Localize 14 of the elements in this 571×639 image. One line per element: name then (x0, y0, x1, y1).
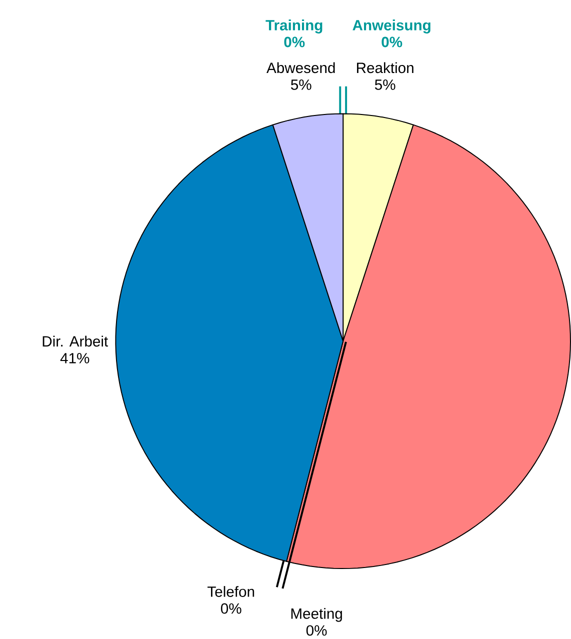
category-label: Training (266, 20, 322, 34)
text: 0% (382, 36, 402, 48)
category-label: Anweisung (352, 20, 430, 34)
slice-label: Dir. Arbeit (42, 336, 108, 347)
text: 0% (306, 625, 327, 636)
data-label: 5% (290, 80, 312, 90)
text: 0% (284, 36, 305, 48)
text: 0% (220, 603, 242, 614)
category-label: Meeting (291, 608, 342, 622)
data-label: 41% (60, 352, 90, 364)
category-label: Telefon (208, 586, 254, 597)
slice-label: Reaktion (357, 62, 414, 74)
data-label: 5% (374, 80, 396, 90)
slice-label: Abwesend (266, 62, 335, 74)
